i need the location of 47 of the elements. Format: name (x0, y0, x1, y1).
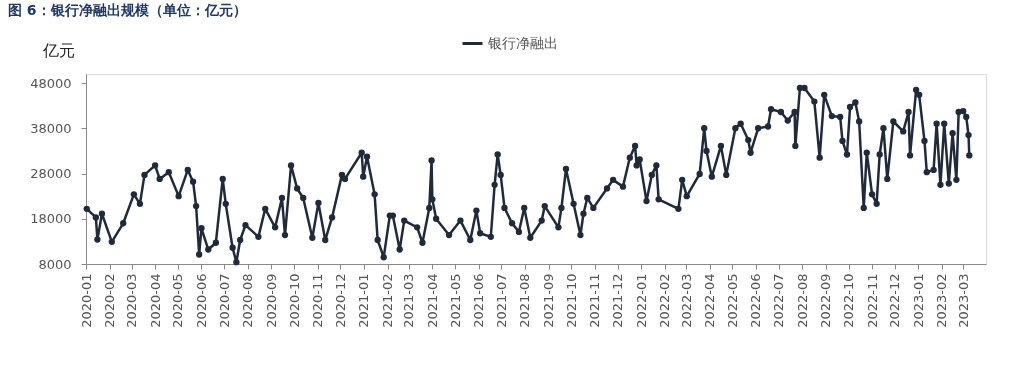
x-tick-label: 2021-10 (563, 273, 579, 328)
x-tick-label: 2020-02 (102, 273, 118, 328)
x-tick-label: 2021-03 (401, 273, 417, 328)
x-tick-label: 2022-09 (818, 273, 834, 328)
x-tick-label: 2022-10 (841, 273, 857, 328)
x-tick-label: 2023-01 (910, 273, 926, 328)
x-tick-label: 2021-04 (424, 273, 440, 328)
x-tick-label: 2022-02 (657, 273, 673, 328)
x-tick-label: 2020-06 (193, 273, 209, 328)
x-tick-label: 2020-10 (286, 273, 302, 328)
x-tick-label: 2020-07 (216, 273, 232, 328)
x-tick-label: 2020-05 (170, 273, 186, 328)
x-tick-label: 2021-11 (587, 273, 603, 328)
chart-title: 图 6：银行净融出规模（单位：亿元） (8, 2, 247, 18)
x-tick-label: 2020-09 (263, 273, 279, 328)
x-tick-label: 2021-06 (471, 273, 487, 328)
x-tick-label: 2023-03 (955, 273, 971, 328)
x-tick-label: 2022-08 (794, 273, 810, 328)
y-tick-label: 38000 (30, 120, 72, 136)
legend-label: 银行净融出 (487, 34, 558, 51)
x-tick-label: 2021-05 (447, 273, 463, 328)
x-tick-label: 2022-11 (864, 273, 880, 328)
x-tick-label: 2020-11 (310, 273, 326, 328)
x-tick-label: 2022-03 (678, 273, 694, 328)
y-tick-label: 48000 (30, 75, 72, 91)
x-tick-label: 2020-04 (147, 273, 163, 328)
x-tick-label: 2020-01 (78, 273, 94, 328)
x-tick-label: 2020-03 (124, 273, 140, 328)
x-tick-label: 2023-02 (934, 273, 950, 328)
y-tick-label: 18000 (30, 211, 72, 227)
x-tick-label: 2021-09 (541, 273, 557, 328)
x-tick-label: 2022-01 (633, 273, 649, 328)
x-tick-label: 2021-07 (493, 273, 509, 328)
x-tick-label: 2021-01 (356, 273, 372, 328)
x-tick-label: 2021-08 (517, 273, 533, 328)
x-tick-label: 2020-08 (240, 273, 256, 328)
x-tick-label: 2020-12 (332, 273, 348, 328)
y-tick-label: 28000 (30, 166, 72, 182)
x-tick-label: 2022-06 (748, 273, 764, 328)
x-tick-label: 2022-12 (887, 273, 903, 328)
x-tick-label: 2021-02 (380, 273, 396, 328)
y-tick-label: 8000 (38, 256, 72, 272)
x-tick-label: 2022-05 (724, 273, 740, 328)
x-tick-label: 2021-12 (610, 273, 626, 328)
x-tick-label: 2022-07 (771, 273, 787, 328)
x-tick-label: 2022-04 (702, 273, 718, 328)
y-axis-title: 亿元 (41, 40, 75, 60)
